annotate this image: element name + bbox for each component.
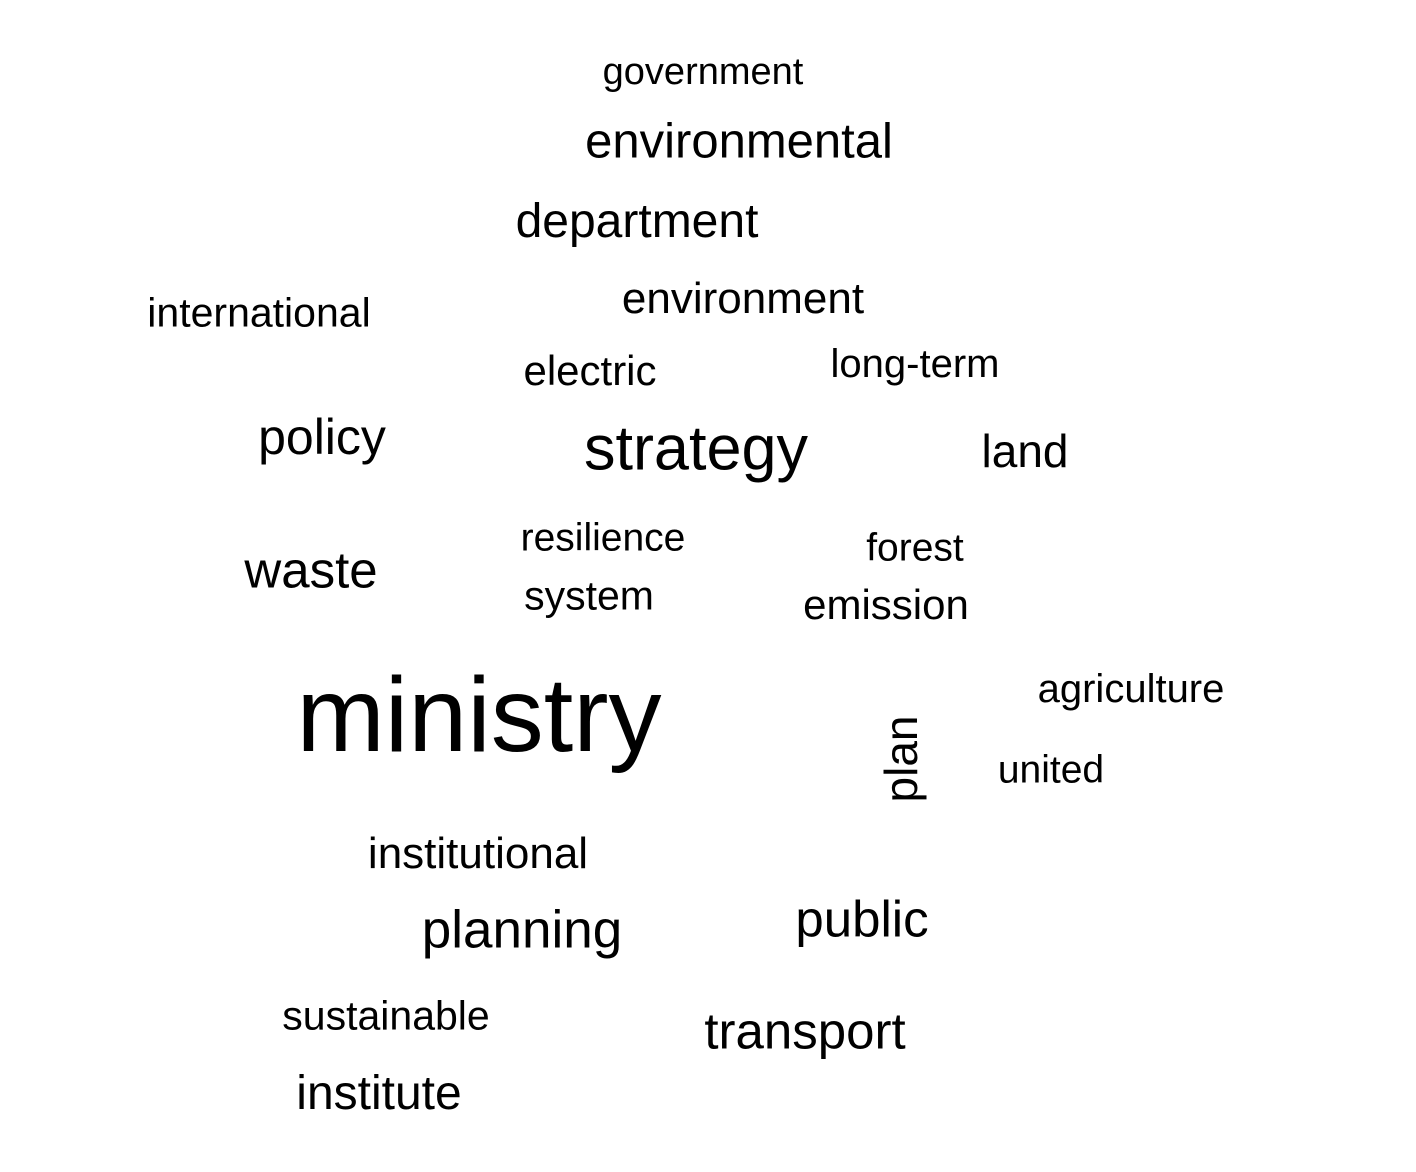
word-resilience: resilience	[520, 516, 686, 560]
word-institute: institute	[296, 1067, 462, 1120]
word-department: department	[515, 195, 759, 248]
word-planning: planning	[421, 900, 623, 960]
word-international: international	[147, 289, 371, 336]
word-electric: electric	[523, 347, 657, 394]
word-emission: emission	[803, 581, 969, 628]
word-system: system	[524, 572, 654, 619]
word-forest: forest	[866, 526, 964, 570]
word-environmental: environmental	[585, 114, 893, 169]
word-transport: transport	[704, 1002, 906, 1060]
word-policy: policy	[258, 409, 386, 465]
word-environment: environment	[621, 274, 865, 323]
word-sustainable: sustainable	[282, 992, 490, 1039]
word-ministry: ministry	[296, 656, 662, 774]
word-land: land	[981, 425, 1069, 477]
word-united: united	[997, 748, 1105, 792]
word-waste: waste	[244, 541, 378, 599]
word-plan: plan	[875, 715, 927, 803]
word-institutional: institutional	[367, 829, 589, 878]
word-long-term: long-term	[830, 342, 1000, 386]
word-strategy: strategy	[583, 413, 809, 484]
word-agriculture: agriculture	[1037, 667, 1225, 711]
word-government: government	[602, 51, 804, 93]
word-public: public	[795, 890, 929, 948]
